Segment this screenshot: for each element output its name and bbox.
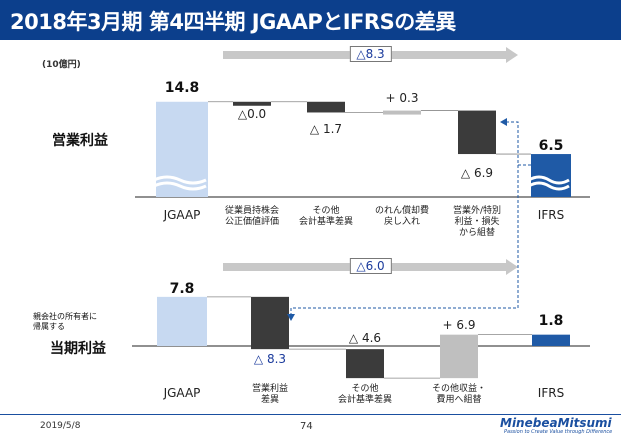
op-total-change-box: △8.3 — [349, 46, 392, 62]
op-value-label-1: △0.0 — [237, 107, 267, 121]
op-category-3: のれん償却費 戻し入れ — [374, 206, 430, 227]
np-bar-1 — [251, 296, 289, 350]
operating-profit-label: 営業利益 — [52, 133, 108, 149]
unit-label: (10億円) — [42, 60, 81, 70]
op-bar-4 — [458, 110, 496, 155]
op-category-1: 従業員持株会 公正価値評価 — [224, 206, 280, 227]
np-category-0: JGAAP — [163, 386, 201, 400]
op-axis-break-0 — [153, 175, 207, 185]
company-logo: MinebeaMitsumi — [500, 416, 612, 430]
op-bar-2 — [307, 101, 345, 113]
op-bar-1 — [233, 101, 271, 106]
company-tagline: Passion to Create Value through Differen… — [504, 429, 613, 435]
np-total-change-box: △6.0 — [349, 258, 392, 274]
op-category-2: その他 会計基準差異 — [298, 206, 354, 227]
np-value-label-3: + 6.9 — [442, 318, 476, 332]
footer-rule — [0, 414, 621, 415]
op-value-label-0: 14.8 — [164, 80, 200, 96]
np-category-3: その他収益・ 費用へ組替 — [431, 384, 487, 405]
np-value-label-2: △ 4.6 — [348, 331, 382, 345]
link-dashed-bottom — [290, 165, 519, 318]
net-profit-label: 当期利益 — [50, 341, 106, 357]
op-value-label-3: + 0.3 — [385, 91, 419, 105]
op-axis-break-5 — [528, 175, 570, 185]
link-arrowhead-bottom — [287, 314, 295, 321]
np-bar-0 — [157, 296, 207, 346]
op-category-4: 営業外/特別 利益・損失 から組替 — [452, 206, 502, 238]
op-axis-break-b-0 — [153, 181, 207, 191]
np-bar-3 — [440, 334, 478, 379]
np-category-1: 営業利益 差異 — [251, 384, 289, 405]
link-arrowhead-top — [500, 118, 507, 126]
np-bar-2 — [346, 349, 384, 379]
page-number: 74 — [300, 421, 313, 432]
op-value-label-5: 6.5 — [538, 138, 564, 154]
op-category-0: JGAAP — [163, 208, 201, 222]
op-axis-break-b-5 — [528, 181, 570, 191]
np-value-label-1: △ 8.3 — [253, 352, 287, 366]
np-category-4: IFRS — [537, 386, 565, 400]
footer-date: 2019/5/8 — [40, 421, 81, 431]
op-bar-3 — [383, 110, 421, 115]
np-value-label-0: 7.8 — [169, 281, 195, 297]
link-dashed-top — [506, 121, 536, 166]
title-bar: 2018年3月期 第4四半期 JGAAPとIFRSの差異 — [0, 0, 621, 40]
page-title: 2018年3月期 第4四半期 JGAAPとIFRSの差異 — [10, 10, 456, 34]
op-category-5: IFRS — [537, 208, 565, 222]
op-value-label-2: △ 1.7 — [309, 122, 343, 136]
op-bar-5 — [531, 154, 571, 197]
np-bar-4 — [532, 334, 570, 346]
net-profit-sublabel: 親会社の所有者に 帰属する — [33, 312, 97, 331]
np-value-label-4: 1.8 — [538, 313, 564, 329]
np-category-2: その他 会計基準差異 — [337, 384, 393, 405]
op-value-label-4: △ 6.9 — [460, 166, 494, 180]
